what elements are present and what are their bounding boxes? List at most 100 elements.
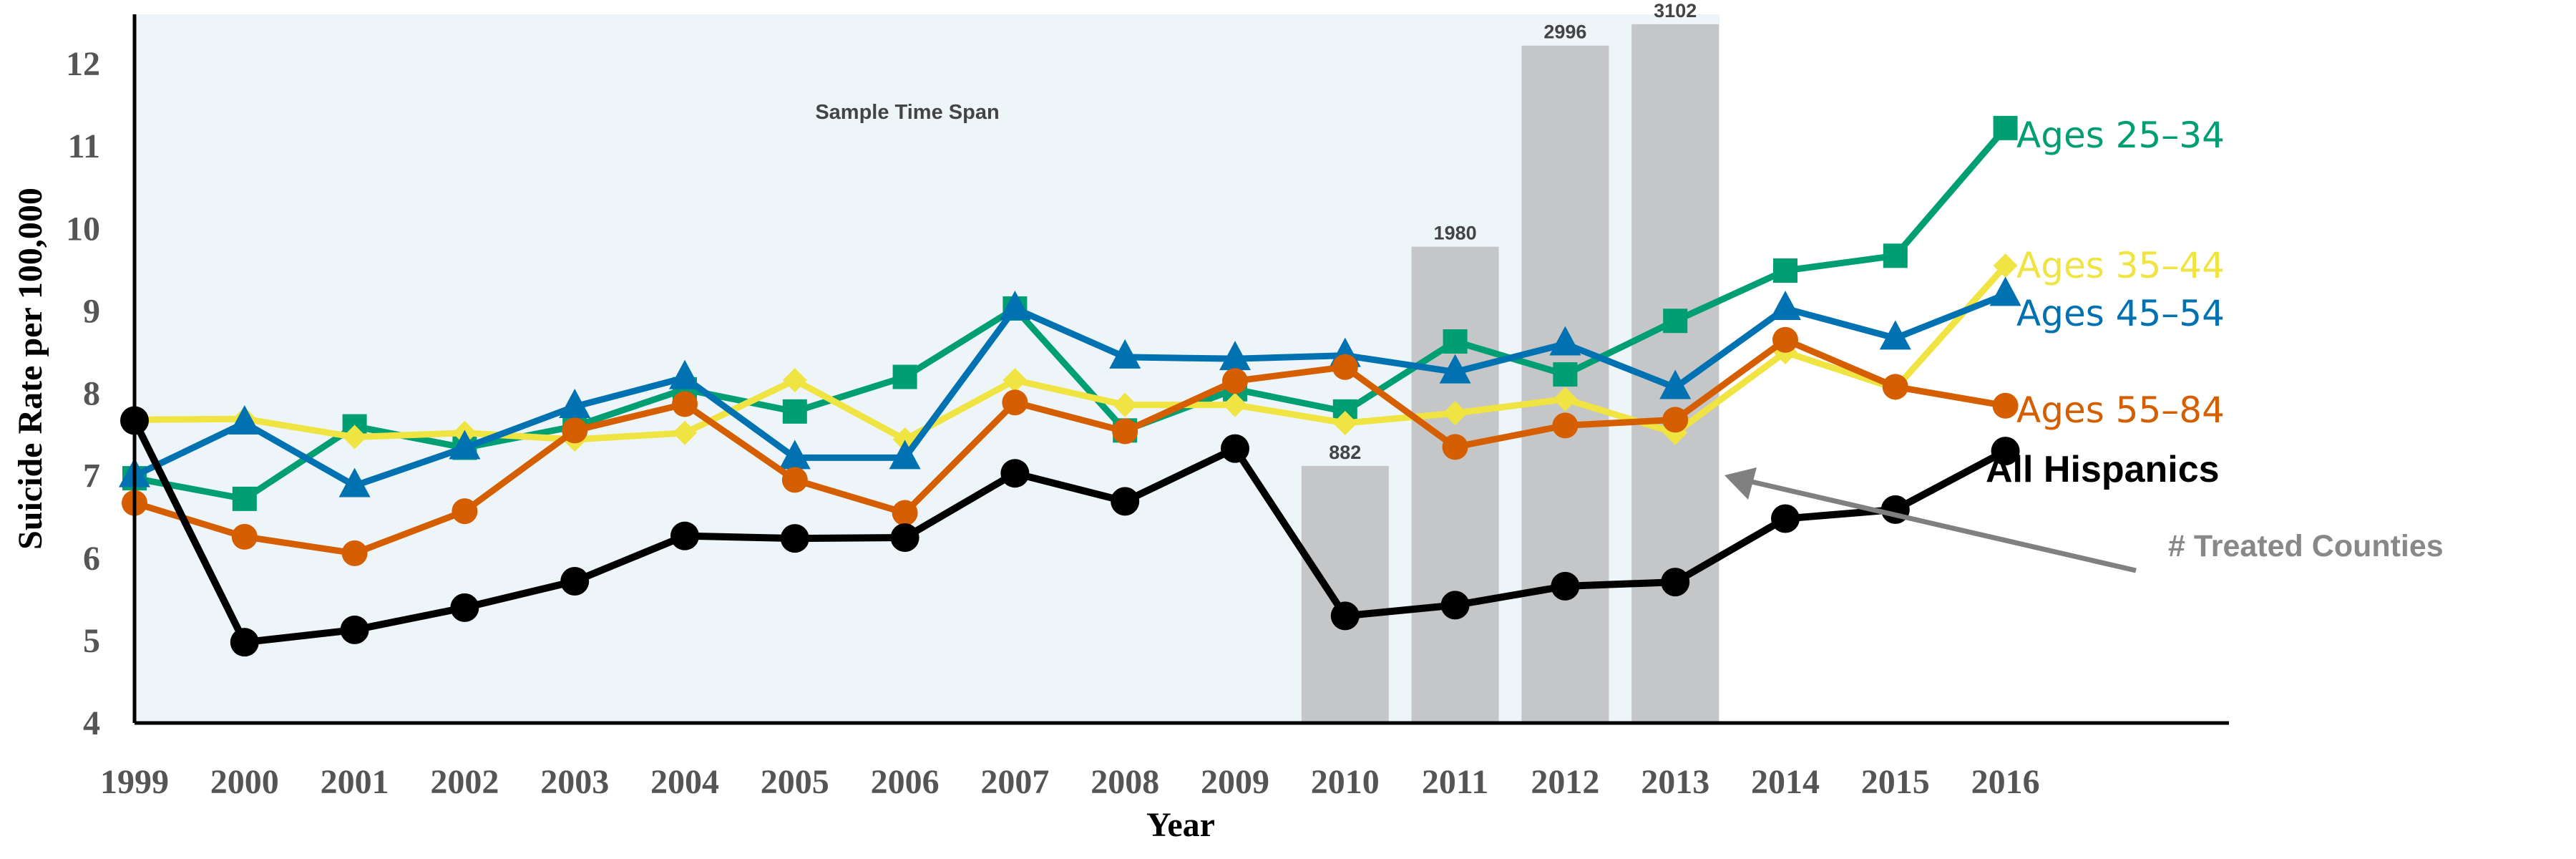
point-ages-45-54-2012 (1549, 326, 1581, 356)
point-all-hispanics-2000 (230, 628, 259, 657)
x-tick-2001: 2001 (321, 763, 389, 801)
x-tick-2011: 2011 (1422, 763, 1488, 801)
point-ages-55-84-2003 (562, 417, 588, 444)
point-all-hispanics-2011 (1440, 591, 1470, 620)
x-tick-2005: 2005 (761, 763, 829, 801)
point-ages-45-54-2005 (779, 440, 811, 470)
point-ages-35-44-2016 (1993, 253, 2018, 278)
y-tick-4: 4 (83, 704, 100, 742)
series-label-ages-35-44: Ages 35–44 (2016, 245, 2225, 286)
point-all-hispanics-2013 (1661, 568, 1690, 597)
point-all-hispanics-2002 (450, 593, 479, 622)
y-tick-8: 8 (83, 375, 100, 413)
x-tick-2008: 2008 (1091, 763, 1159, 801)
point-all-hispanics-2006 (890, 523, 919, 552)
x-tick-2016: 2016 (1971, 763, 2040, 801)
x-tick-1999: 1999 (100, 763, 169, 801)
point-ages-55-84-2011 (1442, 434, 1468, 460)
point-ages-55-84-2014 (1772, 326, 1798, 353)
point-ages-35-44-2010 (1332, 410, 1357, 435)
point-all-hispanics-2003 (560, 567, 590, 596)
point-all-hispanics-2001 (340, 615, 369, 644)
point-ages-45-54-2003 (559, 388, 591, 418)
treated-bar-label-2011: 1980 (1434, 223, 1477, 244)
point-ages-55-84-2012 (1552, 412, 1579, 439)
series-ages-45-54 (119, 276, 2021, 498)
point-ages-45-54-2013 (1659, 369, 1692, 399)
x-tick-2014: 2014 (1751, 763, 1820, 801)
point-ages-45-54-2016 (1989, 276, 2021, 306)
point-ages-25-34-2006 (892, 364, 917, 389)
x-tick-2015: 2015 (1861, 763, 1930, 801)
series-lines (119, 115, 2021, 657)
series-labels: Ages 25–34 Ages 35–44 Ages 45–54 Ages 55–84… (1724, 115, 2444, 573)
point-ages-35-44-2007 (1002, 368, 1028, 393)
x-tick-2013: 2013 (1641, 763, 1709, 801)
point-ages-25-34-2014 (1773, 258, 1797, 283)
y-tick-11: 11 (68, 127, 100, 165)
point-ages-55-84-2010 (1332, 354, 1358, 380)
point-ages-35-44-2012 (1553, 387, 1578, 412)
point-ages-45-54-2001 (338, 467, 371, 498)
point-all-hispanics-2004 (670, 521, 699, 550)
point-ages-25-34-2013 (1663, 309, 1688, 334)
treated-counties-arrow (1751, 479, 2137, 573)
point-ages-35-44-2009 (1223, 392, 1247, 417)
point-all-hispanics-2009 (1221, 434, 1249, 463)
x-tick-2010: 2010 (1311, 763, 1380, 801)
series-ages-55-84 (122, 326, 2019, 566)
treated-bar-label-2010: 882 (1329, 442, 1361, 463)
y-axis-title: Suicide Rate per 100,000 (11, 188, 49, 550)
point-ages-25-34-2012 (1553, 362, 1578, 387)
x-tick-2000: 2000 (210, 763, 279, 801)
x-tick-2004: 2004 (650, 763, 719, 801)
point-ages-45-54-2014 (1770, 290, 1801, 320)
y-tick-6: 6 (83, 540, 100, 578)
point-ages-45-54-2000 (228, 404, 260, 435)
point-all-hispanics-2016 (1991, 437, 2020, 466)
point-all-hispanics-2008 (1111, 487, 1140, 516)
point-ages-55-84-2008 (1112, 418, 1138, 445)
series-line-ages-55-84 (131, 336, 2009, 557)
series-line-all-hispanics (131, 417, 2009, 646)
point-ages-25-34-2000 (232, 486, 257, 511)
point-ages-25-34-2005 (782, 399, 807, 424)
point-ages-35-44-2008 (1113, 392, 1138, 417)
point-ages-35-44-2001 (342, 424, 367, 450)
point-ages-55-84-2005 (781, 467, 808, 493)
point-ages-55-84-2002 (452, 498, 478, 525)
point-ages-45-54-2011 (1439, 354, 1471, 384)
treated-counties-arrowhead (1724, 467, 1757, 500)
point-ages-45-54-2015 (1879, 320, 1911, 350)
y-tick-10: 10 (66, 210, 100, 248)
point-ages-25-34-2016 (1993, 115, 2018, 140)
point-ages-55-84-2009 (1222, 368, 1248, 394)
series-label-all-hispanics: All Hispanics (1986, 449, 2220, 490)
axes: 4 5 6 7 8 9 10 11 12 1999 2000 2001 2002 2003 2004 2005… (66, 14, 2229, 801)
treated-bar-2010 (1301, 465, 1389, 723)
treated-bar-label-2013: 3102 (1654, 0, 1697, 21)
sample-time-span-label: Sample Time Span (815, 101, 999, 124)
y-tick-5: 5 (83, 622, 100, 660)
x-tick-2006: 2006 (871, 763, 940, 801)
point-ages-55-84-2004 (672, 391, 698, 417)
x-tick-2003: 2003 (540, 763, 609, 801)
series-line-ages-35-44 (131, 262, 2009, 443)
series-line-ages-45-54 (131, 291, 2009, 489)
point-all-hispanics-2007 (1000, 459, 1030, 488)
point-ages-55-84-2013 (1662, 407, 1689, 433)
x-tick-2012: 2012 (1531, 763, 1599, 801)
x-tick-2009: 2009 (1201, 763, 1269, 801)
x-axis-title: Year (1146, 806, 1215, 844)
series-label-ages-55-84: Ages 55–84 (2016, 389, 2225, 431)
point-ages-55-84-2006 (892, 500, 918, 526)
point-ages-45-54-2006 (889, 440, 921, 470)
point-ages-55-84-2001 (341, 540, 368, 566)
series-label-ages-25-34: Ages 25–34 (2016, 115, 2225, 156)
point-ages-45-54-2004 (669, 359, 701, 389)
y-tick-12: 12 (66, 45, 100, 83)
point-all-hispanics-2012 (1551, 571, 1580, 601)
x-tick-2007: 2007 (980, 763, 1049, 801)
series-label-ages-45-54: Ages 45–54 (2016, 293, 2225, 334)
